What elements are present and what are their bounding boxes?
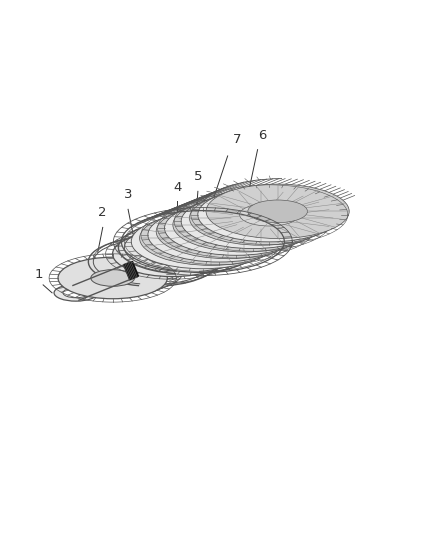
Text: 3: 3 xyxy=(124,188,132,201)
Ellipse shape xyxy=(231,207,291,229)
Ellipse shape xyxy=(248,200,307,223)
Ellipse shape xyxy=(181,227,241,249)
Ellipse shape xyxy=(131,214,274,269)
Ellipse shape xyxy=(148,208,291,262)
Ellipse shape xyxy=(190,223,249,246)
Ellipse shape xyxy=(156,204,299,259)
Ellipse shape xyxy=(145,244,200,264)
Ellipse shape xyxy=(54,285,98,301)
Ellipse shape xyxy=(91,270,134,286)
Ellipse shape xyxy=(198,188,341,242)
Ellipse shape xyxy=(206,184,349,238)
Ellipse shape xyxy=(190,191,332,245)
Polygon shape xyxy=(124,261,138,280)
Ellipse shape xyxy=(173,198,316,252)
Ellipse shape xyxy=(206,217,266,239)
Text: 7: 7 xyxy=(233,133,242,146)
Ellipse shape xyxy=(215,213,274,236)
Ellipse shape xyxy=(181,194,324,248)
Ellipse shape xyxy=(165,201,307,255)
Ellipse shape xyxy=(63,288,89,298)
Ellipse shape xyxy=(113,231,232,277)
Ellipse shape xyxy=(58,257,167,299)
Ellipse shape xyxy=(223,210,283,233)
Ellipse shape xyxy=(198,220,258,243)
Ellipse shape xyxy=(240,204,299,226)
Ellipse shape xyxy=(173,230,233,253)
Text: 4: 4 xyxy=(173,181,181,193)
Ellipse shape xyxy=(140,211,283,265)
Text: 2: 2 xyxy=(99,206,107,220)
Text: 5: 5 xyxy=(194,171,202,183)
Text: 1: 1 xyxy=(35,268,43,281)
Text: 6: 6 xyxy=(258,128,267,142)
